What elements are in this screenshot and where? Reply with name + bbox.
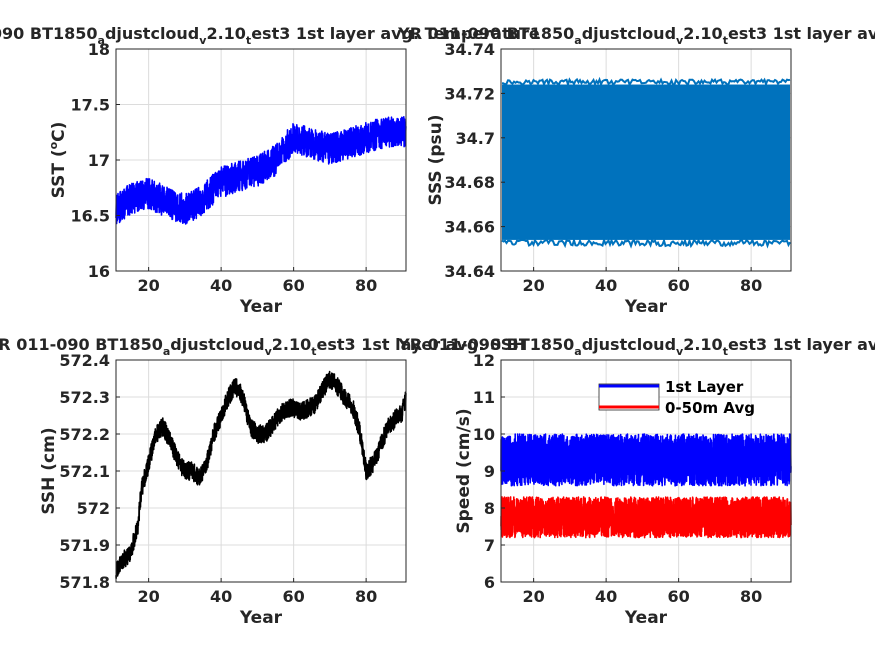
sst-xtick-label: 40 [210,276,232,295]
sss-ytick-label: 34.72 [444,84,495,103]
speed-legend: 1st Layer 0-50m Avg [598,378,755,417]
sst-xlabel: Year [239,297,283,317]
ssh-ytick-label: 572.1 [59,462,110,481]
speed-xtick-label: 60 [667,587,689,606]
panel-sst: 20 40 60 80 16 16.5 17 17.5 18 Year SST (oC) [47,40,407,317]
speed-trace [500,433,792,487]
panel-sst-title: -090 BT1850adjustcloudv2.10test3 1st lay… [0,24,540,47]
speed-xtick-label: 80 [740,587,762,606]
sst-xtick-label: 20 [137,276,159,295]
ssh-xtick-label: 20 [137,587,159,606]
sst-ytick-label: 17.5 [71,96,110,115]
sst-ytick-label: 16 [88,262,110,281]
sst-ylabel: SST (oC) [47,122,69,199]
sst-ytick-label: 16.5 [71,207,110,226]
panel-ssh-title: R 011-090 BT1850adjustcloudv2.10test3 1s… [0,335,526,358]
sss-band-bottom-edge [501,236,791,249]
speed-xlabel: Year [624,608,668,628]
sss-ytick-label: 34.7 [456,129,495,148]
speed-ylabel: Speed (cm/s) [454,408,474,533]
speed-xtick-label: 20 [522,587,544,606]
sss-xtick-label: 60 [667,276,689,295]
sss-xtick-label: 80 [740,276,762,295]
ssh-series-0 [115,370,407,580]
sss-xtick-label: 20 [522,276,544,295]
panel-speed-title: YR 011-090 BT1850adjustcloudv2.10test3 1… [397,335,875,358]
ssh-ytick-label: 571.9 [59,536,110,555]
ssh-xtick-label: 80 [355,587,377,606]
speed-series-0-50m-avg [500,496,792,539]
sss-series-0 [501,76,791,249]
speed-trace [500,496,792,539]
speed-ytick-label: 9 [484,462,495,481]
panel-speed: 20 40 60 80 6 7 8 9 10 11 12 Year Speed (cm/s) 1st La… [454,351,792,628]
sss-xtick-label: 40 [595,276,617,295]
speed-series-1st-layer [500,433,792,487]
ssh-ytick-label: 572.4 [59,351,110,370]
speed-legend-label: 0-50m Avg [665,399,755,417]
sst-trace [115,116,407,225]
speed-ytick-label: 11 [473,388,495,407]
sss-ylabel: SSS (psu) [426,114,446,205]
sss-band-top-edge [501,76,791,88]
speed-legend-label: 1st Layer [665,378,744,396]
speed-ytick-label: 10 [473,425,495,444]
sss-band [502,84,790,240]
panel-sss-title: YR 011-090 BT1850adjustcloudv2.10test3 1… [397,24,875,47]
sst-xtick-label: 80 [355,276,377,295]
ssh-ytick-label: 572.2 [59,425,110,444]
ssh-ytick-label: 572.3 [59,388,110,407]
speed-ytick-label: 6 [484,573,495,592]
speed-xtick-label: 40 [595,587,617,606]
sss-ytick-label: 34.74 [444,40,495,59]
speed-ytick-label: 12 [473,351,495,370]
ssh-xlabel: Year [239,608,283,628]
speed-ytick-label: 8 [484,499,495,518]
sss-axes-frame [500,48,792,272]
sss-ytick-label: 34.66 [444,218,495,237]
ssh-ylabel: SSH (cm) [39,427,59,514]
ssh-trace [115,370,407,580]
speed-ytick-label: 7 [484,536,495,555]
sst-series-0 [115,116,407,225]
panel-ssh: 20 40 60 80 571.8 571.9 572 572.1 572.2 572.3 572.… [39,351,407,628]
sst-ytick-label: 17 [88,151,110,170]
ssh-xtick-label: 60 [282,587,304,606]
panel-sss: 20 40 60 80 34.64 34.66 34.68 34.7 34.72 34.74 Yea… [426,40,792,317]
sss-ytick-label: 34.64 [444,262,495,281]
ssh-ytick-label: 571.8 [59,573,110,592]
ssh-xtick-label: 40 [210,587,232,606]
sst-xtick-label: 60 [282,276,304,295]
ssh-ytick-label: 572 [77,499,110,518]
sss-xlabel: Year [624,297,668,317]
sst-ytick-label: 18 [88,40,110,59]
sss-ytick-label: 34.68 [444,173,495,192]
